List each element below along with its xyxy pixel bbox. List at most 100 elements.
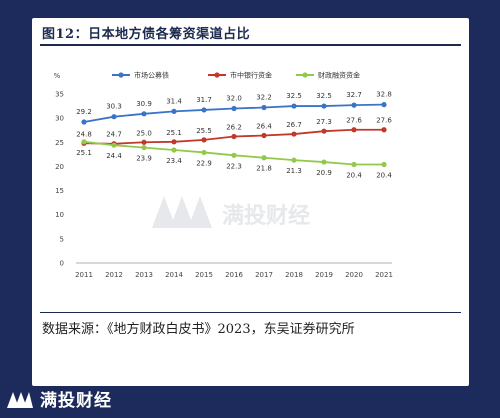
data-label: 27.3 [316,118,332,126]
x-tick-label: 2013 [135,271,153,279]
title-divider [40,44,461,46]
data-label: 22.9 [196,159,212,167]
data-label: 29.2 [76,108,92,116]
figure-title: 图12：日本地方债各筹资渠道占比 [42,27,251,42]
data-point [291,103,297,109]
data-label: 24.7 [106,131,122,139]
data-point [261,132,267,139]
data-label: 32.0 [226,94,242,102]
data-label: 21.3 [286,167,302,175]
data-point [81,119,87,125]
data-label: 32.5 [286,92,302,100]
y-tick-label: 5 [60,235,64,243]
brand-logo-icon [7,392,33,408]
chart-series [81,102,387,168]
data-point [321,159,327,165]
data-point [171,139,177,145]
x-tick-label: 2018 [285,271,303,279]
figure-card: 图12：日本地方债各筹资渠道占比 满投财经 市场公募债 市中银行资金 财政融资资金 … [32,18,469,386]
data-point [351,127,357,133]
data-point [261,104,267,111]
data-point [141,144,147,151]
x-tick-label: 2014 [165,271,183,279]
data-point [321,103,327,109]
x-tick-label: 2021 [375,271,393,279]
legend-label: 市场公募债 [134,71,169,80]
watermark-logo-icon [152,196,212,228]
data-point [381,102,387,108]
y-tick-label: 35 [55,91,64,99]
data-label: 23.9 [136,155,152,163]
data-label: 20.9 [316,169,332,177]
data-point [291,131,297,137]
data-label: 20.4 [346,171,362,179]
data-label: 32.5 [316,92,332,100]
data-point [351,161,357,168]
data-label: 22.3 [226,162,242,170]
data-point [381,127,387,133]
chart-legend: 市场公募债 市中银行资金 财政融资资金 [112,71,360,80]
data-point [171,147,177,153]
data-point [381,161,387,168]
watermark: 满投财经 [152,196,310,229]
footer-brand: 满投财经 [6,386,112,411]
x-tick-label: 2019 [315,271,333,279]
data-point [231,105,237,112]
data-label: 32.7 [346,91,362,99]
data-point [201,149,207,156]
data-point [231,133,237,140]
y-tick-label: 30 [55,115,64,123]
legend-swatch-marker [214,72,220,78]
data-label: 26.2 [226,123,242,131]
x-tick-label: 2017 [255,271,273,279]
data-label: 24.4 [106,152,122,160]
source-divider [40,312,461,313]
data-label: 27.6 [376,117,392,125]
data-point [171,108,177,114]
legend-label: 市中银行资金 [230,71,272,80]
data-label: 25.0 [136,129,152,137]
legend-swatch-marker [302,72,308,78]
data-point [261,155,267,161]
data-label: 27.6 [346,117,362,125]
line-chart: 满投财经 市场公募债 市中银行资金 财政融资资金 % 0 5 10 15 20 25 30 35 20… [54,71,393,280]
x-tick-label: 2020 [345,271,363,279]
data-label: 25.5 [196,127,212,135]
data-point [141,111,147,117]
data-label: 32.8 [376,91,392,99]
watermark-text: 满投财经 [222,203,310,229]
data-point [291,157,297,163]
x-tick-label: 2011 [75,271,93,279]
y-tick-label: 0 [60,260,64,268]
source-note: 数据来源：《地方财政白皮书》2023，东吴证券研究所 [42,322,355,337]
data-point [201,107,207,113]
y-axis-unit-label: % [54,72,61,80]
data-point [111,142,117,148]
y-tick-label: 15 [55,187,64,195]
data-label: 30.3 [106,103,122,111]
data-label: 31.7 [196,96,212,104]
data-label: 26.7 [286,121,302,129]
data-label: 30.9 [136,100,152,108]
x-tick-label: 2012 [105,271,123,279]
data-point [351,102,357,108]
legend-swatch-marker [118,72,124,78]
chart-axes: % 0 5 10 15 20 25 30 35 2011 2012 2013 2014 2015 2016 2… [54,72,393,279]
legend-label: 财政融资资金 [318,71,360,80]
y-tick-label: 20 [55,163,64,171]
data-label: 21.8 [256,165,272,173]
x-tick-label: 2015 [195,271,213,279]
y-tick-label: 25 [55,139,64,147]
chart-data-labels: 29.2 30.3 30.9 31.4 31.7 32.0 32.2 32.5 32.5 32.7… [76,91,392,180]
x-tick-label: 2016 [225,271,243,279]
data-label: 25.1 [166,129,182,137]
data-point [111,114,117,120]
data-label: 32.2 [256,94,272,102]
data-label: 23.4 [166,157,182,165]
data-label: 26.4 [256,123,272,131]
data-label: 20.4 [376,171,392,179]
data-label: 24.8 [76,130,92,138]
data-label: 25.1 [76,149,92,157]
data-point [321,128,327,134]
data-label: 31.4 [166,97,182,105]
